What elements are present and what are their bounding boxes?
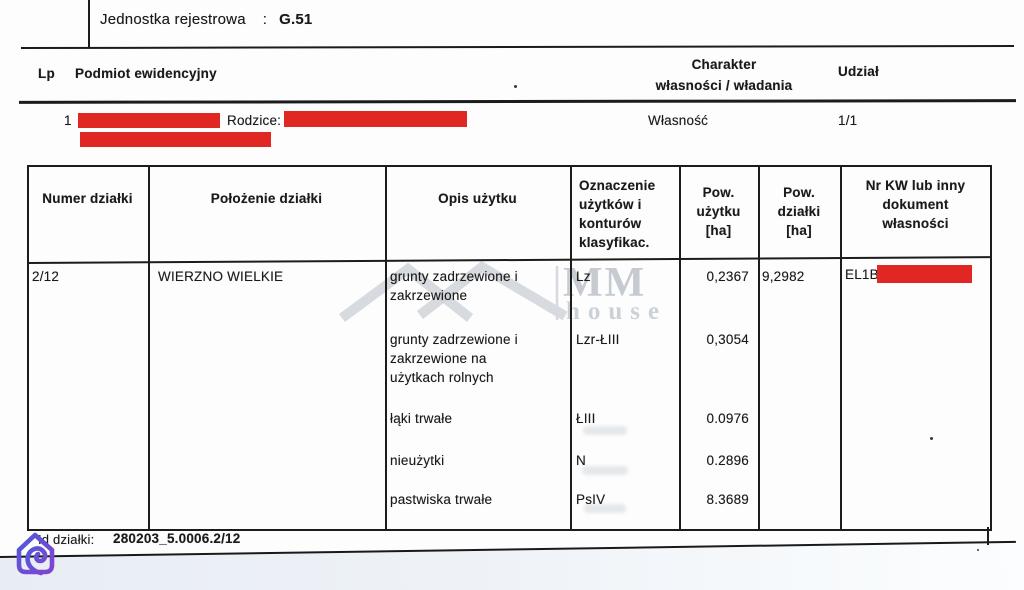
col-header-parcel-area: Pow. działki [ha] [777,185,821,238]
footer-parcel-id-value: 280203_5.0006.2/12 [113,531,241,546]
registry-unit-colon: : [262,11,268,28]
use-row-area: 0.0976 [706,411,749,426]
rule-owner-header-bottom [18,99,1017,104]
table-right-edge-extension [987,527,990,545]
owner-row-share: 1/1 [838,113,858,128]
owner-col-lp: Lp [38,66,55,81]
registry-unit-title: Jednostka rejestrowa : G.51 [100,9,312,30]
footer-parcel-id-label: Id działki: [38,532,95,547]
watermark-text-house: house [566,298,668,325]
use-row-code: Lzr-ŁIII [576,332,620,347]
cell-kw-prefix: EL1B/ [845,267,883,282]
use-row-code: PsIV [576,492,606,507]
redaction-bar-owner-name [78,113,220,128]
scan-speck [514,85,517,88]
owner-col-character-line1: Charakter [691,57,757,72]
use-row-area: 0,3054 [706,332,749,347]
cell-parcel-no: 2/12 [32,269,60,284]
use-row-code: N [576,453,586,468]
scan-artifact [583,426,627,435]
table-col-line [385,167,387,529]
page-edge-line [88,0,90,47]
col-header-parcel-no: Numer działki [42,191,133,206]
col-header-use-code: Oznaczenie użytków i konturów klasyfikac… [579,178,656,250]
use-row-code: Lz [576,269,591,284]
redaction-bar-owner-address [80,132,271,147]
col-header-kw: Nr KW lub inny dokument własności [865,178,966,231]
table-header-separator [27,256,990,265]
table-col-line [679,167,681,529]
use-row-area: 8.3689 [706,492,749,507]
mm-house-logo [16,532,55,576]
table-col-line [148,167,150,529]
table-col-line [840,167,842,529]
scan-artifact [584,504,626,513]
scan-speck [930,437,933,440]
use-row-desc: pastwiska trwałe [390,492,493,507]
col-header-use-area: Pow. użytku [ha] [696,185,741,238]
use-row-desc: grunty zadrzewione i zakrzewione na użyt… [390,332,518,385]
watermark-text-mm: MM [563,260,647,306]
registry-unit-label: Jednostka rejestrowa [100,11,246,28]
use-row-desc: łąki trwałe [390,411,453,426]
use-row-desc: nieużytki [390,453,445,468]
use-row-area: 0.2896 [706,453,749,468]
table-col-line [758,167,760,529]
cell-location: WIERZNO WIELKIE [158,269,284,284]
owner-col-character-line2: własności / władania [655,78,793,93]
scan-speck [977,549,979,551]
registry-unit-value: G.51 [279,11,313,28]
parcel-table [27,165,992,531]
use-row-desc: grunty zadrzewione i zakrzewione [390,269,518,303]
owner-row-lp: 1 [64,113,72,128]
watermark-roof-logo [339,260,568,323]
rule-top [20,44,1015,50]
table-col-line [570,167,572,529]
owner-col-share: Udział [838,64,879,79]
use-row-code: ŁIII [576,411,596,426]
cell-parcel-area: 9,2982 [762,269,805,284]
owner-row-relation-label: Rodzice: [227,113,282,128]
owner-col-subject: Podmiot ewidencyjny [75,66,217,81]
redaction-bar-kw-number [877,265,972,283]
use-row-area: 0,2367 [706,269,749,284]
redaction-bar-parents [284,111,467,127]
col-header-location: Położenie działki [210,191,323,206]
col-header-use-desc: Opis użytku [438,191,517,206]
scan-artifact [582,466,628,475]
owner-row-character: Własność [648,113,709,128]
